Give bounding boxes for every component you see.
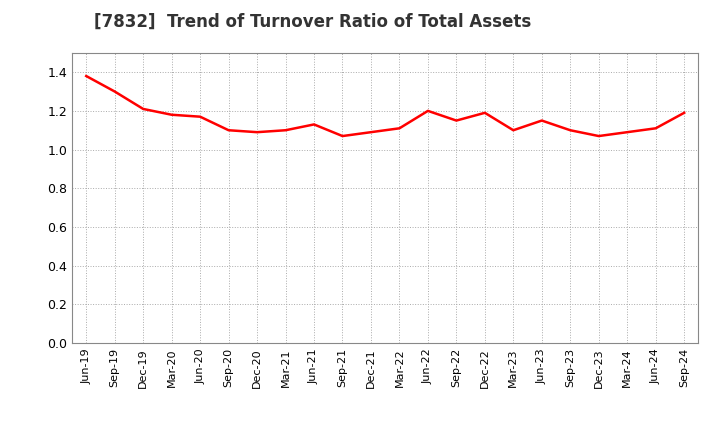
Text: [7832]  Trend of Turnover Ratio of Total Assets: [7832] Trend of Turnover Ratio of Total … (94, 13, 531, 31)
